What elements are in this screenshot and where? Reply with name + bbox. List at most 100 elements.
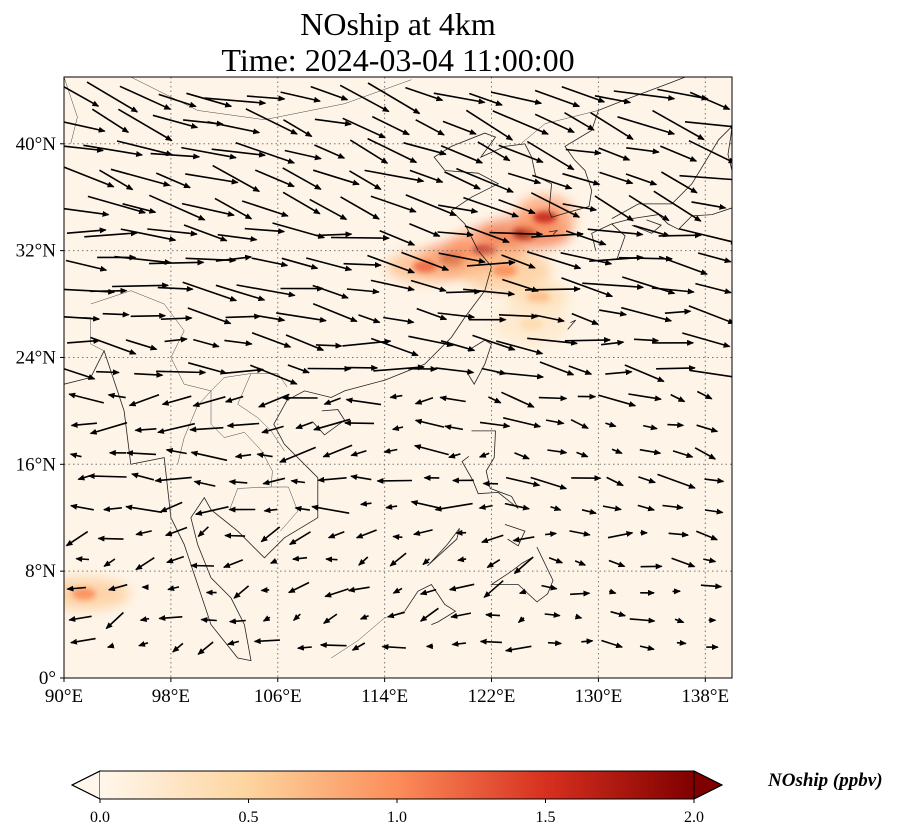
concentration-core [492, 264, 517, 277]
wind-arrow [463, 196, 520, 218]
wind-arrow [281, 257, 319, 270]
wind-arrow [316, 231, 353, 238]
wind-arrow [419, 607, 439, 622]
wind-arrow [530, 476, 568, 490]
wind-arrow [479, 421, 511, 429]
wind-arrow [131, 472, 155, 481]
wind-arrow [96, 369, 120, 376]
wind-arrow [478, 452, 490, 458]
wind-arrow [503, 417, 542, 429]
wind-arrow [150, 152, 201, 160]
wind-arrow [389, 393, 403, 400]
wind-arrow [527, 337, 578, 346]
wind-arrow [166, 555, 185, 564]
lon-tick-label: 114°E [361, 686, 408, 707]
wind-arrow [613, 90, 676, 101]
wind-arrow [103, 506, 122, 513]
wind-arrow [233, 585, 250, 599]
wind-arrow [107, 392, 126, 399]
wind-arrow [359, 613, 369, 620]
wind-arrow [643, 424, 658, 431]
wind-arrow [409, 222, 441, 237]
wind-arrow [135, 530, 152, 537]
wind-arrow [112, 282, 170, 289]
wind-arrow [64, 86, 100, 107]
wind-arrow [66, 585, 86, 592]
wind-arrow [469, 92, 503, 106]
wind-arrow [315, 342, 343, 349]
wind-arrow [97, 535, 124, 542]
wind-arrow [703, 557, 717, 564]
wind-arrow [639, 645, 655, 651]
wind-arrow [370, 337, 419, 357]
wind-arrow [215, 254, 253, 262]
wind-arrow [260, 587, 270, 594]
wind-arrow [256, 452, 273, 459]
wind-arrow [568, 365, 593, 375]
wind-arrow [526, 140, 575, 171]
wind-arrow [548, 556, 564, 564]
colorbar-tick-label: 0.0 [90, 809, 110, 826]
wind-arrow [638, 476, 657, 484]
wind-arrow [172, 642, 184, 653]
wind-arrow [159, 501, 183, 513]
wind-arrow [364, 169, 425, 184]
wind-arrow [212, 164, 261, 193]
wind-arrow [90, 336, 137, 355]
wind-arrow [624, 364, 665, 383]
wind-arrow [539, 361, 575, 376]
wind-arrow [235, 142, 296, 164]
concentration-core [532, 211, 557, 224]
wind-arrow [526, 251, 582, 270]
wind-arrow [107, 583, 128, 592]
wind-arrow [408, 335, 454, 348]
wind-arrow [312, 303, 358, 323]
wind-arrow [319, 642, 347, 649]
wind-arrow [64, 121, 106, 133]
wind-arrow [658, 232, 702, 239]
wind-arrow [183, 224, 228, 242]
wind-arrow [679, 174, 732, 183]
wind-arrow [504, 645, 532, 653]
wind-arrow [512, 536, 535, 543]
wind-arrow [340, 196, 380, 220]
wind-arrow [75, 556, 90, 563]
coastline-segment [631, 219, 662, 234]
colorbar-tick-label: 1.5 [536, 809, 556, 826]
wind-arrow [324, 588, 349, 598]
wind-arrow [652, 109, 705, 141]
wind-arrow [392, 587, 403, 594]
wind-arrow [689, 369, 732, 378]
wind-arrow [236, 284, 296, 298]
wind-arrow [83, 144, 144, 157]
wind-arrow [422, 558, 430, 566]
wind-arrow [379, 229, 416, 246]
wind-arrow [670, 393, 686, 403]
wind-arrow [562, 172, 601, 186]
concentration-core [526, 291, 551, 304]
wind-arrow [672, 450, 694, 459]
wind-arrow [662, 504, 684, 511]
wind-arrow [370, 195, 417, 213]
wind-arrow [628, 194, 670, 222]
wind-arrow [99, 169, 134, 191]
wind-arrow [67, 337, 101, 344]
wind-arrow [251, 257, 289, 268]
wind-arrow [444, 171, 481, 190]
wind-arrow [444, 424, 464, 431]
concentration-core [72, 587, 97, 600]
wind-arrow [478, 504, 493, 510]
wind-arrow [545, 419, 565, 426]
border-segment [64, 77, 78, 144]
wind-arrow [607, 531, 634, 539]
wind-arrow [570, 418, 589, 430]
wind-arrow [456, 167, 514, 193]
wind-arrow [633, 224, 671, 238]
wind-arrow [599, 171, 634, 185]
wind-arrow [610, 610, 627, 617]
lat-tick-label: 24°N [16, 347, 57, 368]
wind-arrow [704, 477, 725, 484]
wind-arrow [370, 279, 415, 292]
colorbar-tick-label: 0.5 [239, 809, 259, 826]
